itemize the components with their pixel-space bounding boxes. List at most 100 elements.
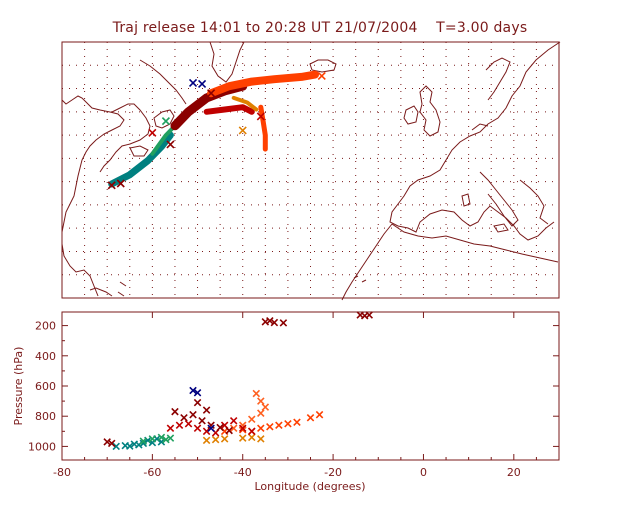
map-trajectory-marker [197,79,207,88]
map-trajectory-marker [166,140,175,149]
pressure-point [238,434,247,442]
pressure-point [148,435,157,443]
pressure-point [202,436,211,445]
map-plume-orange [207,70,319,98]
pressure-point [202,406,211,414]
pressure-point [261,403,270,411]
pressure-point [189,410,197,419]
y-tick-label: 600 [35,380,56,393]
pressure-point [211,435,220,444]
pressure-point [171,407,179,416]
map-trajectory-marker [116,179,125,188]
map-trajectories [107,70,326,190]
y-tick-label: 200 [35,320,56,333]
pressure-point [275,421,283,430]
map-trajectory-marker [161,117,170,126]
pressure-point [220,435,229,443]
pressure-point [257,424,265,433]
pressure-point [157,433,166,442]
pressure-point [365,311,374,319]
pressure-point [257,397,265,405]
pressure-point [216,423,224,432]
pressure-point [252,389,261,398]
pressure-point [279,319,288,327]
pressure-point [229,416,238,425]
coastline-ireland [403,105,419,125]
coastline-europe [389,41,561,241]
pressure-point [175,421,184,430]
pressure-point [284,419,292,428]
x-tick-label: -60 [143,466,161,479]
map-trajectory-marker [107,181,116,190]
pressure-point [166,424,175,433]
x-tick-label: -20 [324,466,342,479]
coastline-newfoundland [153,109,175,129]
pressure-point [166,434,175,442]
pressure-point [238,424,247,433]
map-plume-teal [108,131,174,188]
pressure-point [266,423,274,431]
pressure-point [162,435,170,444]
pressure-point [180,413,188,422]
coastline-labrador [139,59,187,105]
pressure-point [247,415,256,423]
coastline-sardinia [461,193,471,207]
x-axis-title: Longitude (degrees) [254,480,365,493]
pressure-point [315,410,324,419]
coastline-caribbean [89,281,127,297]
pressure-point [139,439,148,448]
y-axis-title: Pressure (hPa) [12,347,25,426]
y-tick-label: 1000 [28,440,56,453]
pressure-point [193,389,202,397]
map-plume-amber [231,95,259,112]
map-trajectory-marker [188,78,198,88]
coastline-nova-scotia [129,145,149,157]
pressure-point [107,439,116,448]
pressure-points [103,311,374,451]
pressure-y-ticks: 200 400 600 800 1000 [28,320,559,453]
coastline-north-america [61,95,151,297]
figure-title: Traj release 14:01 to 20:28 UT 21/07/200… [112,20,528,36]
map-trajectory-marker [317,71,326,81]
map-panel [61,41,561,301]
coastline-iceland [309,59,337,73]
coastline-sicily [493,223,509,233]
pressure-point [229,424,238,433]
pressure-point [198,416,206,425]
map-frame [61,41,560,299]
pressure-point [139,437,148,445]
coastline-greenland [209,41,245,83]
pressure-point [193,398,202,407]
pressure-point [247,427,256,436]
pressure-point [238,421,247,430]
pressure-point [207,424,215,433]
coastline-canaries [353,275,367,283]
x-tick-label: 20 [507,466,521,479]
map-plume-red [203,104,255,115]
pressure-point [306,413,315,422]
pressure-point [103,438,111,446]
coastline-great-britain [419,85,441,137]
x-tick-label: 0 [420,466,427,479]
coastlines [61,41,561,301]
pressure-point [207,421,215,430]
pressure-point [225,426,233,435]
pressure-point [247,433,256,442]
map-trajectory-marker [256,112,265,121]
pressure-frame [61,311,560,461]
pressure-point [112,442,120,451]
x-tick-label: -40 [234,466,252,479]
pressure-point [293,418,301,427]
coastline-greece-balkans [519,179,549,225]
pressure-point [126,442,134,450]
longitude-x-ticks: -80 -60 -40 -20 0 20 [53,312,560,479]
map-trajectory-marker [148,128,157,137]
pressure-point [270,318,279,327]
pressure-point [257,435,265,443]
coastline-north-africa [341,223,559,301]
map-plume-hook [258,104,268,152]
map-trajectory-marker [238,126,247,135]
pressure-point [257,409,265,417]
pressure-point [266,316,274,325]
